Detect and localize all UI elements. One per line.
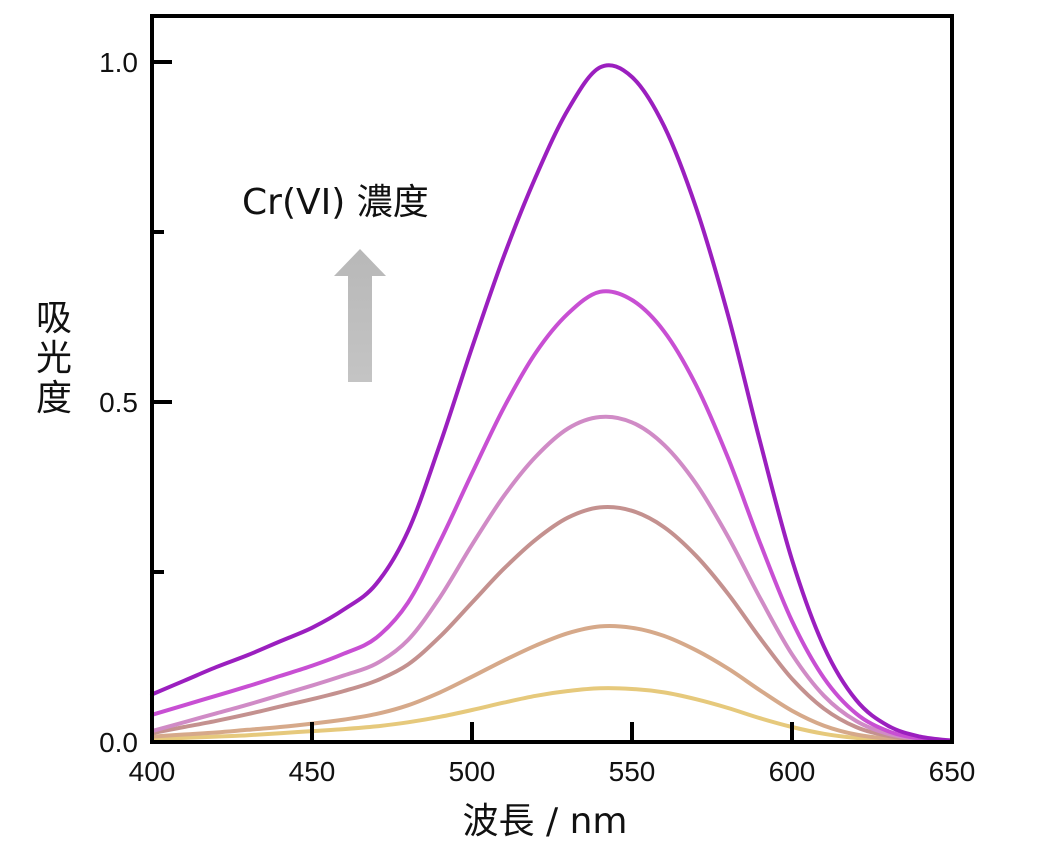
- series-line-4: [150, 414, 954, 744]
- x-axis-ticks: 400 450 500 550 600 650: [129, 722, 976, 787]
- y-axis-title-char: 度: [36, 378, 72, 419]
- up-arrow-icon: [334, 249, 386, 382]
- x-tick-label: 500: [449, 756, 496, 787]
- series-layer: [150, 63, 954, 744]
- x-tick-label: 600: [769, 756, 816, 787]
- y-tick-label: 0.5: [99, 387, 138, 418]
- series-line-6: [150, 63, 954, 743]
- series-line-1: [150, 686, 954, 744]
- y-axis-title-char: 光: [36, 338, 72, 379]
- series-line-5: [150, 289, 954, 744]
- annotation-label: Cr(VI) 濃度: [242, 182, 429, 223]
- y-axis-title: 吸光度: [36, 298, 72, 419]
- y-axis-ticks: 0.0 0.5 1.0: [99, 47, 172, 758]
- y-axis-title-char: 吸: [36, 298, 72, 339]
- concentration-annotation: Cr(VI) 濃度: [242, 182, 429, 382]
- x-tick-label: 550: [609, 756, 656, 787]
- x-tick-label: 450: [289, 756, 336, 787]
- series-line-3: [150, 505, 954, 744]
- x-tick-label: 400: [129, 756, 176, 787]
- y-tick-label: 0.0: [99, 727, 138, 758]
- x-axis-title: 波長 / nm: [463, 801, 628, 842]
- y-tick-label: 1.0: [99, 47, 138, 78]
- x-tick-label: 650: [929, 756, 976, 787]
- plot-frame: [150, 14, 954, 744]
- series-line-2: [150, 624, 954, 744]
